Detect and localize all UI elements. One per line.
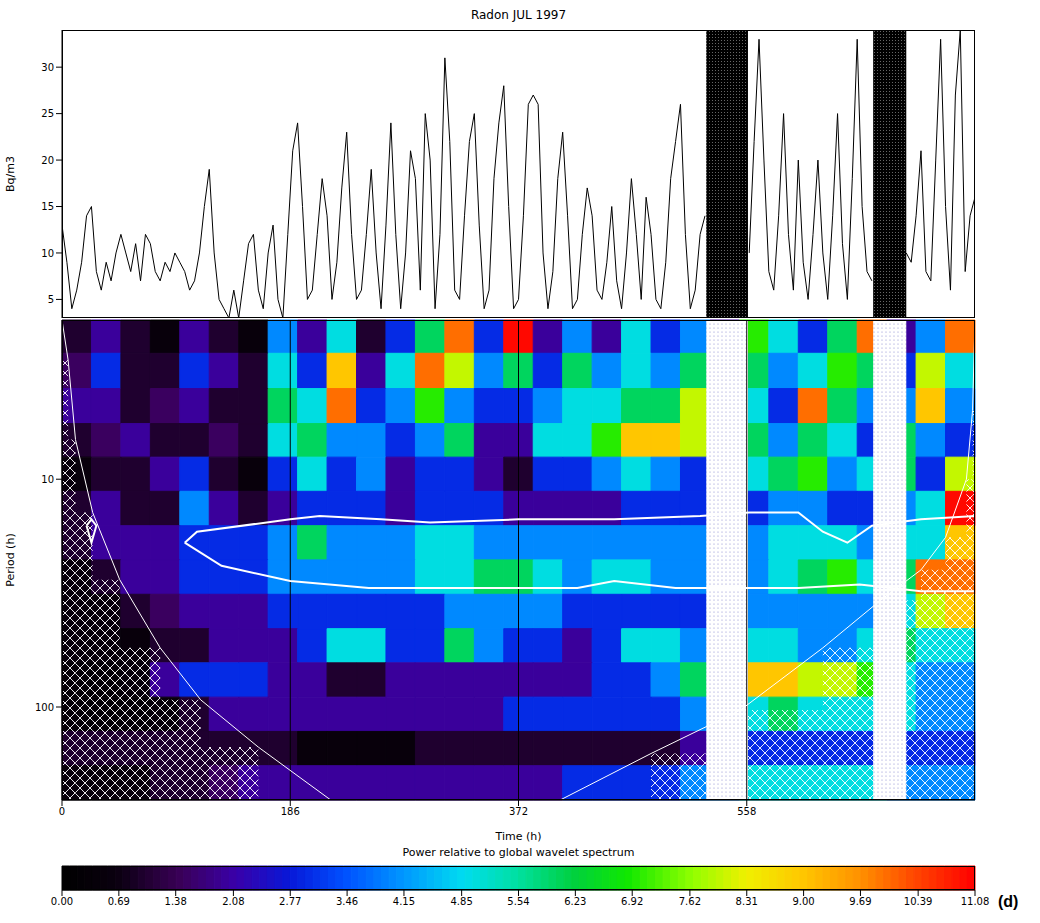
svg-text:11.08: 11.08 [961,896,990,907]
svg-text:9.00: 9.00 [792,896,814,907]
svg-text:5: 5 [48,294,54,305]
svg-text:3.46: 3.46 [336,896,358,907]
svg-text:0.69: 0.69 [108,896,130,907]
svg-text:10: 10 [41,474,54,485]
svg-text:6.23: 6.23 [564,896,586,907]
svg-text:8.31: 8.31 [736,896,758,907]
svg-text:20: 20 [41,155,54,166]
svg-text:4.15: 4.15 [393,896,415,907]
svg-text:2.77: 2.77 [279,896,301,907]
svg-text:10: 10 [41,248,54,259]
svg-text:0.00: 0.00 [51,896,73,907]
svg-text:25: 25 [41,108,54,119]
svg-text:10.39: 10.39 [904,896,933,907]
svg-text:Period (h): Period (h) [4,533,17,586]
svg-text:372: 372 [509,806,528,817]
svg-text:15: 15 [41,201,54,212]
svg-text:558: 558 [737,806,756,817]
svg-text:Time (h): Time (h) [495,830,542,843]
html-text:Power relative to global wavel: Power relative to global wavelet spectru… [402,846,635,859]
svg-text:1.38: 1.38 [165,896,187,907]
svg-text:4.85: 4.85 [451,896,473,907]
svg-text:186: 186 [281,806,300,817]
svg-text:Bq/m3: Bq/m3 [4,156,17,192]
html-text:(d): (d) [998,893,1019,910]
svg-text:6.92: 6.92 [621,896,643,907]
html-text:Radon JUL 1997: Radon JUL 1997 [470,8,567,22]
svg-text:7.62: 7.62 [679,896,701,907]
svg-text:9.69: 9.69 [849,896,871,907]
svg-text:100: 100 [35,702,54,713]
svg-text:0: 0 [59,806,65,817]
svg-text:5.54: 5.54 [507,896,529,907]
svg-text:2.08: 2.08 [222,896,244,907]
svg-text:30: 30 [41,62,54,73]
